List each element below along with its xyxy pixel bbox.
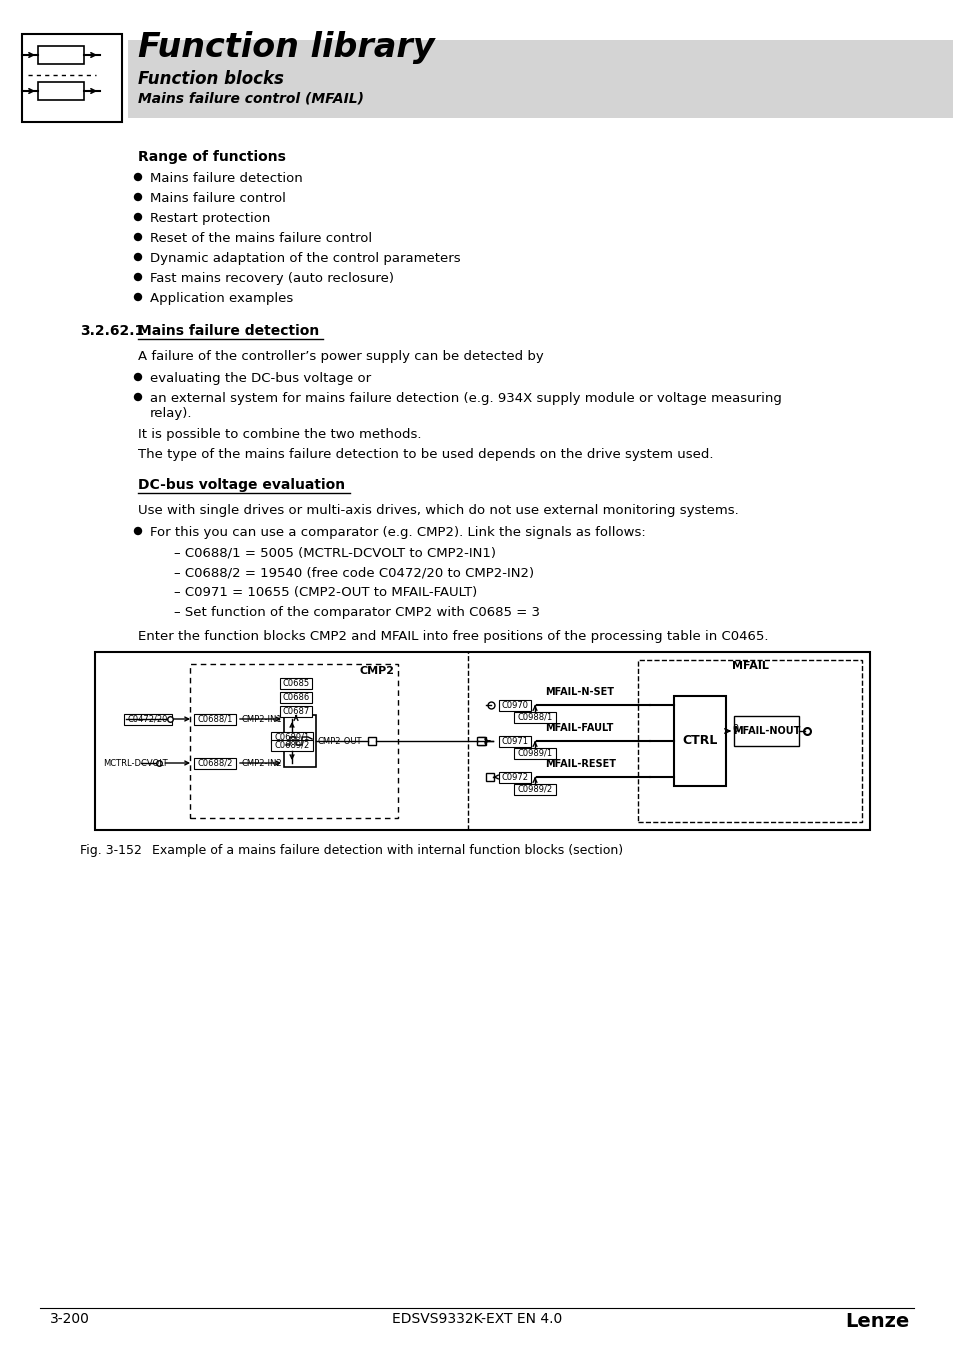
Text: CTRL: CTRL: [681, 734, 717, 748]
Text: Mains failure detection: Mains failure detection: [150, 171, 302, 185]
Text: It is possible to combine the two methods.: It is possible to combine the two method…: [138, 428, 421, 441]
Bar: [38, 82, 84, 100]
Bar: [95, 652, 869, 830]
Bar: [498, 699, 531, 710]
Text: CMP2-IN2: CMP2-IN2: [241, 759, 282, 768]
Bar: [128, 40, 953, 117]
Text: Reset of the mains failure control: Reset of the mains failure control: [150, 232, 372, 244]
Text: CMP2-OUT: CMP2-OUT: [317, 737, 362, 745]
Text: 0: 0: [731, 724, 738, 734]
Circle shape: [134, 374, 141, 381]
Bar: [280, 691, 312, 702]
Bar: [514, 711, 556, 722]
Text: Dynamic adaptation of the control parameters: Dynamic adaptation of the control parame…: [150, 252, 460, 265]
Text: Function library: Function library: [138, 31, 435, 63]
Text: MFAIL-FAULT: MFAIL-FAULT: [544, 724, 613, 733]
Text: C0970: C0970: [501, 701, 528, 710]
Text: MFAIL-RESET: MFAIL-RESET: [544, 759, 616, 769]
Circle shape: [134, 193, 141, 201]
Text: C0472/20: C0472/20: [128, 714, 168, 724]
Text: C0688/2: C0688/2: [197, 759, 233, 768]
Text: EDSVS9332K-EXT EN 4.0: EDSVS9332K-EXT EN 4.0: [392, 1312, 561, 1326]
Bar: [498, 771, 531, 783]
Bar: [271, 740, 313, 751]
Bar: [22, 34, 122, 122]
Circle shape: [134, 254, 141, 261]
Text: C0689/1: C0689/1: [274, 733, 310, 741]
Text: Mains failure control: Mains failure control: [150, 192, 286, 205]
Bar: [485, 774, 494, 782]
Text: C0988/1: C0988/1: [517, 713, 552, 721]
Text: Restart protection: Restart protection: [150, 212, 270, 225]
Circle shape: [134, 293, 141, 301]
Text: C0688/1: C0688/1: [197, 714, 233, 724]
Text: A failure of the controller’s power supply can be detected by: A failure of the controller’s power supp…: [138, 350, 543, 363]
Text: MFAIL-NOUT: MFAIL-NOUT: [732, 726, 800, 736]
Circle shape: [134, 528, 141, 535]
Circle shape: [134, 274, 141, 281]
Text: MFAIL: MFAIL: [731, 662, 767, 671]
Text: 3-200: 3-200: [50, 1312, 90, 1326]
Text: C0686: C0686: [282, 693, 310, 702]
Text: DC-bus voltage evaluation: DC-bus voltage evaluation: [138, 478, 345, 491]
Text: – Set function of the comparator CMP2 with C0685 = 3: – Set function of the comparator CMP2 wi…: [173, 606, 539, 620]
Text: Function blocks: Function blocks: [138, 70, 284, 88]
Bar: [476, 737, 484, 745]
Bar: [514, 783, 556, 795]
Text: Enter the function blocks CMP2 and MFAIL into free positions of the processing t: Enter the function blocks CMP2 and MFAIL…: [138, 630, 768, 643]
Text: C0989/1: C0989/1: [517, 748, 552, 757]
Text: Mains failure detection: Mains failure detection: [138, 324, 319, 338]
Text: Range of functions: Range of functions: [138, 150, 286, 163]
Text: MFAIL-N-SET: MFAIL-N-SET: [544, 687, 614, 697]
Text: C0972: C0972: [501, 772, 528, 782]
Bar: [193, 714, 236, 725]
Text: 3.2.62.1: 3.2.62.1: [80, 324, 144, 338]
Text: C0989/2: C0989/2: [517, 784, 552, 794]
Text: Fig. 3-152: Fig. 3-152: [80, 844, 142, 857]
Text: Lenze: Lenze: [845, 1312, 909, 1331]
Text: Mains failure control (MFAIL): Mains failure control (MFAIL): [138, 90, 364, 105]
Text: CMP2: CMP2: [359, 666, 395, 676]
Text: – C0971 = 10655 (CMP2-OUT to MFAIL-FAULT): – C0971 = 10655 (CMP2-OUT to MFAIL-FAULT…: [173, 586, 476, 599]
Text: C0971: C0971: [501, 737, 528, 745]
Text: Application examples: Application examples: [150, 292, 293, 305]
Bar: [280, 678, 312, 688]
Text: C0689/2: C0689/2: [274, 741, 310, 749]
Bar: [124, 714, 172, 725]
Circle shape: [134, 213, 141, 220]
Bar: [38, 46, 84, 63]
Bar: [673, 697, 725, 786]
Bar: [190, 664, 397, 818]
Bar: [271, 732, 313, 742]
Bar: [284, 716, 315, 767]
Text: – C0688/2 = 19540 (free code C0472/20 to CMP2-IN2): – C0688/2 = 19540 (free code C0472/20 to…: [173, 566, 534, 579]
Text: an external system for mains failure detection (e.g. 934X supply module or volta: an external system for mains failure det…: [150, 392, 781, 420]
Circle shape: [134, 174, 141, 181]
Bar: [280, 706, 312, 717]
Text: The type of the mains failure detection to be used depends on the drive system u: The type of the mains failure detection …: [138, 448, 713, 460]
Bar: [498, 736, 531, 747]
Text: Fast mains recovery (auto reclosure): Fast mains recovery (auto reclosure): [150, 271, 394, 285]
Text: C0687: C0687: [282, 706, 310, 716]
Text: MCTRL-DCVOLT: MCTRL-DCVOLT: [103, 759, 168, 768]
Bar: [733, 716, 799, 747]
Text: For this you can use a comparator (e.g. CMP2). Link the signals as follows:: For this you can use a comparator (e.g. …: [150, 526, 645, 539]
Bar: [514, 748, 556, 759]
Bar: [638, 660, 862, 822]
Text: Example of a mains failure detection with internal function blocks (section): Example of a mains failure detection wit…: [152, 844, 622, 857]
Bar: [368, 737, 375, 745]
Bar: [193, 757, 236, 768]
Text: CMP2-IN1: CMP2-IN1: [241, 714, 282, 724]
Circle shape: [134, 393, 141, 401]
Text: evaluating the DC-bus voltage or: evaluating the DC-bus voltage or: [150, 373, 371, 385]
Text: – C0688/1 = 5005 (MCTRL-DCVOLT to CMP2-IN1): – C0688/1 = 5005 (MCTRL-DCVOLT to CMP2-I…: [173, 545, 496, 559]
Text: Use with single drives or multi-axis drives, which do not use external monitorin: Use with single drives or multi-axis dri…: [138, 504, 738, 517]
Circle shape: [134, 234, 141, 240]
Bar: [477, 737, 485, 745]
Text: C0685: C0685: [282, 679, 309, 687]
